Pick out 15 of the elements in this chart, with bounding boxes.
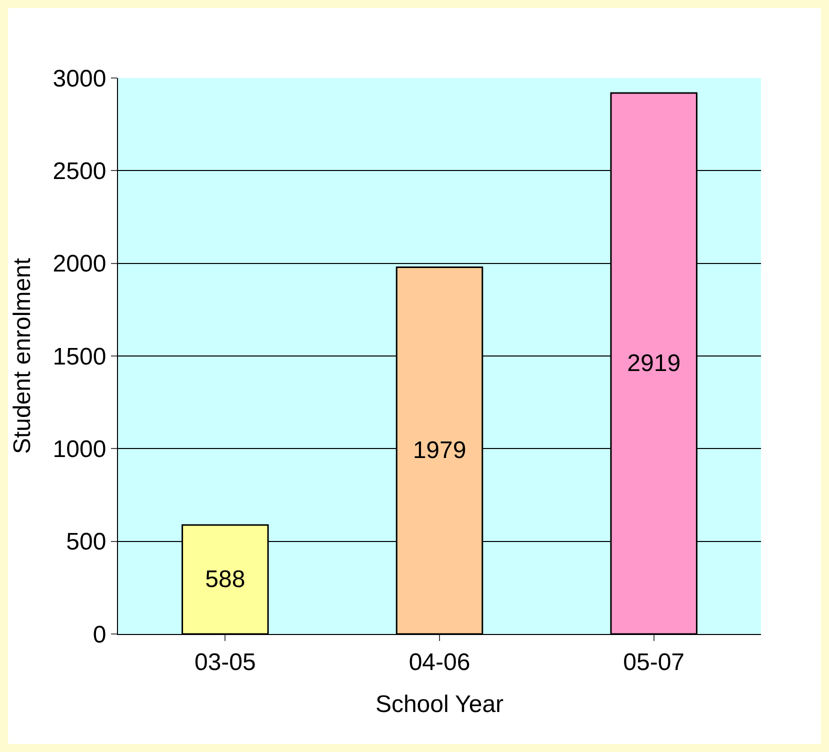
- y-tick-label: 1500: [52, 343, 106, 370]
- x-axis-title: School Year: [375, 691, 504, 718]
- y-axis-title: Student enrolment: [8, 258, 36, 454]
- data-label: 588: [205, 566, 246, 594]
- x-tick-label: 05-07: [623, 648, 685, 676]
- y-tick-label: 500: [66, 528, 106, 556]
- data-label: 2919: [627, 350, 681, 378]
- data-label: 1979: [412, 437, 466, 464]
- y-tick-label: 3000: [52, 65, 106, 92]
- x-tick-label: 03-05: [194, 648, 256, 676]
- y-tick-label: 0: [92, 621, 106, 648]
- x-tick-label: 04-06: [408, 648, 470, 676]
- y-tick-label: 2000: [52, 250, 106, 278]
- y-tick-label: 2500: [52, 158, 106, 186]
- y-tick-label: 1000: [52, 436, 106, 464]
